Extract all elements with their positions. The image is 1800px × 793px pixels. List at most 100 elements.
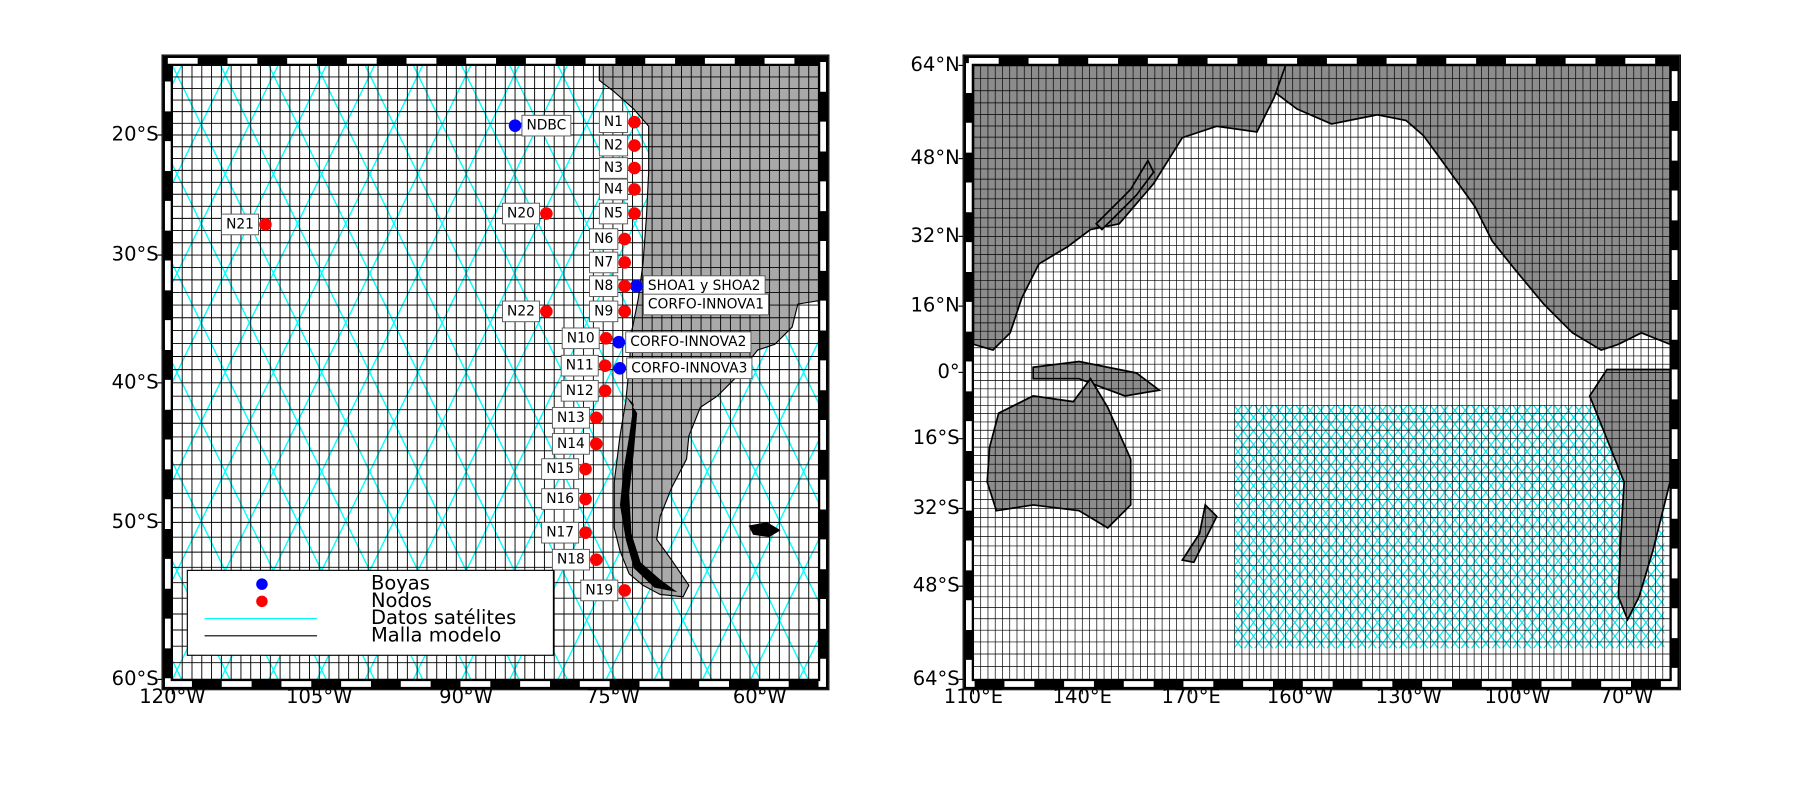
point <box>579 462 592 476</box>
point-label-box <box>589 251 619 274</box>
islands <box>748 522 781 538</box>
point <box>540 305 553 318</box>
satellite-track <box>172 65 424 582</box>
point-label-box <box>541 488 580 510</box>
satellite-track <box>1233 405 1274 458</box>
point <box>589 437 603 451</box>
satellite-track <box>1781 405 1800 648</box>
point <box>618 305 631 318</box>
satellite-track <box>1740 405 1800 648</box>
point-label-box <box>589 228 619 250</box>
point-label-box <box>625 331 752 353</box>
point-label-box <box>580 579 619 602</box>
y-tick-label: 16°S <box>913 426 960 449</box>
satellite-track <box>1740 405 1800 648</box>
satellite-track <box>1233 405 1315 513</box>
y-tick-label: 48°N <box>911 146 960 169</box>
point-label: N19 <box>585 582 613 598</box>
point <box>540 207 553 220</box>
archipelago <box>619 395 678 593</box>
satellite-track <box>1668 405 1800 648</box>
x-tick-label: 60°W <box>733 685 787 708</box>
point-label: N21 <box>226 216 254 232</box>
point <box>618 584 631 597</box>
point-label: N1 <box>604 114 623 130</box>
satellite-track <box>1233 405 1284 472</box>
satellite-track <box>172 65 279 285</box>
point-label: N11 <box>566 358 594 374</box>
point <box>628 115 641 129</box>
x-tick-label: 90°W <box>439 685 493 708</box>
point <box>618 232 631 246</box>
legend-label: Malla modelo <box>371 623 501 646</box>
point-label: N20 <box>507 206 535 222</box>
point <box>508 119 522 132</box>
point-label-box <box>502 202 540 225</box>
point-label: CORFO-INNOVA2 <box>630 334 746 350</box>
satellite-track <box>1792 405 1800 648</box>
y-tick-label: 30°S <box>112 243 159 266</box>
point-label-box <box>551 433 590 455</box>
point-label-box <box>502 300 540 323</box>
point-label: CORFO-INNOVA3 <box>631 360 747 376</box>
y-tick-label: 16°N <box>911 294 960 317</box>
satellite-track <box>653 340 819 680</box>
x-tick-label: 140°E <box>1053 685 1112 708</box>
point-label: N16 <box>546 491 574 507</box>
point-label-box <box>589 300 619 323</box>
legend-label: Boyas <box>371 572 430 595</box>
legend-label: Datos satélites <box>371 606 516 629</box>
legend-swatch <box>256 595 268 608</box>
point <box>589 411 603 425</box>
frame-edge <box>161 54 830 691</box>
y-tick-label: 60°S <box>112 667 159 690</box>
satellite-track <box>1719 405 1800 648</box>
point-label-box <box>598 111 629 133</box>
satellite-track <box>1771 405 1800 648</box>
y-tick-label: 64°S <box>913 667 960 690</box>
point <box>618 256 631 269</box>
satellite-track <box>1709 405 1800 648</box>
point <box>579 526 592 540</box>
point-label: N14 <box>557 436 585 452</box>
point-label: N12 <box>566 383 594 399</box>
point-label: N17 <box>546 525 574 541</box>
y-tick-label: 32°N <box>911 224 960 247</box>
point <box>630 279 643 293</box>
point-label: N18 <box>557 552 585 568</box>
point-label: N4 <box>604 181 623 197</box>
satellite-track <box>1688 405 1800 648</box>
satellite-track <box>1668 405 1800 648</box>
point-label-box <box>589 275 619 297</box>
legend-box <box>186 569 554 656</box>
x-tick-label: 130°W <box>1376 685 1442 708</box>
satellite-track <box>172 559 231 680</box>
x-tick-label: 100°W <box>1485 685 1551 708</box>
point <box>259 218 272 231</box>
satellite-track <box>1233 405 1326 527</box>
y-tick-label: 48°S <box>913 574 960 597</box>
point <box>598 359 612 372</box>
satellite-track <box>1233 405 1295 486</box>
model-grid <box>973 65 1671 680</box>
satellite-track <box>701 439 819 680</box>
point-label-box <box>551 548 590 571</box>
point <box>598 384 612 398</box>
point-label-box <box>541 458 580 480</box>
y-tick-label: 20°S <box>112 123 159 146</box>
point <box>628 161 641 175</box>
satellite-track <box>1719 405 1800 648</box>
y-tick-label: 40°S <box>112 370 159 393</box>
satellite-track <box>1792 405 1800 648</box>
point-label-box <box>598 134 629 157</box>
point-label-box <box>221 213 259 236</box>
x-tick-label: 120°W <box>139 685 205 708</box>
point-label: N8 <box>594 278 613 294</box>
point <box>628 207 641 220</box>
panel-right: 110°E 140°E 170°E 160°W 130°W 100°W 70°W 64°S 48… <box>911 53 1681 708</box>
point <box>599 331 613 345</box>
point-label: N13 <box>557 410 585 426</box>
legend-swatch <box>256 578 268 590</box>
